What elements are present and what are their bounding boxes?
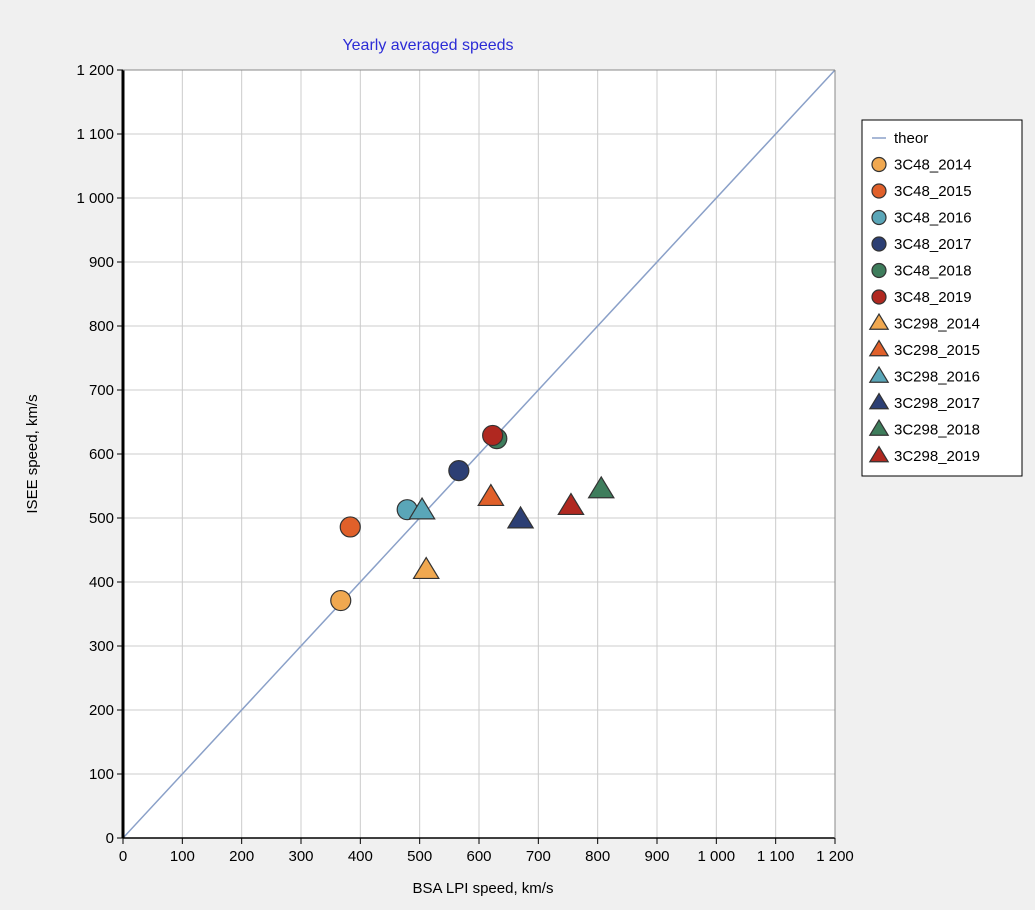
legend-swatch <box>871 209 887 226</box>
data-point-3c48_2015 <box>339 516 361 538</box>
x-tick-label: 1 200 <box>816 848 854 865</box>
scatter-chart: Yearly averaged speeds 0 100 200 300 400 500 6… <box>24 37 1023 897</box>
x-tick-label: 200 <box>229 848 254 865</box>
x-tick-label: 600 <box>466 848 491 865</box>
x-tick-label: 1 100 <box>757 848 795 865</box>
legend-label: 3C298_2019 <box>894 448 980 465</box>
y-tick-label: 100 <box>89 766 114 783</box>
data-point-3c48_2019 <box>482 424 504 447</box>
legend-label: 3C48_2016 <box>894 210 972 227</box>
legend-swatch <box>868 392 890 410</box>
legend-swatch <box>868 365 890 383</box>
theor-line <box>122 69 836 839</box>
x-axis-label: BSA LPI speed, km/s <box>413 880 554 897</box>
y-tick-label: 1 000 <box>76 190 114 207</box>
legend-swatch <box>871 236 887 252</box>
y-tick-label: 1 100 <box>76 126 114 143</box>
y-tick-label: 300 <box>89 638 114 655</box>
x-tick-labels: 0 100 200 300 400 500 600 700 800 900 1 000 1 100 1 … <box>119 838 854 865</box>
data-point-3c48_2014 <box>330 589 352 612</box>
legend-label: theor <box>894 130 928 147</box>
x-tick-label: 0 <box>119 848 127 865</box>
y-tick-label: 800 <box>89 318 114 335</box>
legend-label: 3C48_2018 <box>894 263 972 280</box>
legend-swatch <box>871 183 887 199</box>
legend-label: 3C48_2019 <box>894 289 972 306</box>
data-point-3c48_2017 <box>448 460 470 482</box>
chart-title: Yearly averaged speeds <box>342 37 513 54</box>
y-tick-label: 700 <box>89 382 114 399</box>
legend-swatch <box>871 289 887 305</box>
y-tick-label: 1 200 <box>76 62 114 79</box>
y-tick-label: 900 <box>89 254 114 271</box>
y-tick-label: 500 <box>89 510 114 527</box>
legend-swatch <box>871 156 887 173</box>
y-tick-label: 600 <box>89 446 114 463</box>
legend-label: 3C48_2015 <box>894 183 972 200</box>
legend-label: 3C48_2014 <box>894 157 972 174</box>
data-point-3c298_2018 <box>587 475 615 499</box>
theor-line-group <box>122 69 836 839</box>
legend-box <box>861 119 1023 477</box>
grid-lines <box>123 70 835 838</box>
chart-window: Yearly averaged speeds 0 100 200 300 400 500 6… <box>10 8 1025 903</box>
x-tick-label: 800 <box>585 848 610 865</box>
x-tick-label: 700 <box>526 848 551 865</box>
legend-swatch <box>871 262 887 279</box>
legend-label: 3C298_2018 <box>894 422 980 439</box>
x-tick-label: 100 <box>170 848 195 865</box>
y-tick-label: 400 <box>89 574 114 591</box>
y-tick-labels: 0 100 200 300 400 500 600 700 800 900 1 000 1 100 1 … <box>76 62 123 847</box>
legend-label: 3C298_2016 <box>894 369 980 386</box>
legend-label: 3C298_2017 <box>894 395 980 412</box>
x-tick-label: 500 <box>407 848 432 865</box>
legend-label: 3C48_2017 <box>894 236 972 253</box>
data-point-3c298_2017 <box>506 505 535 529</box>
x-tick-label: 900 <box>644 848 669 865</box>
x-tick-label: 300 <box>288 848 313 865</box>
data-point-3c298_2016 <box>408 496 436 520</box>
legend-swatch <box>868 339 890 357</box>
data-markers <box>330 424 615 612</box>
data-point-3c298_2015 <box>477 483 505 507</box>
legend: theor 3C48_2014 3C48_2015 3C48_2016 3C48_201… <box>861 119 1023 477</box>
data-point-3c298_2014 <box>412 556 440 580</box>
y-tick-label: 0 <box>106 830 114 847</box>
legend-label: 3C298_2014 <box>894 316 980 333</box>
legend-swatch <box>868 445 890 463</box>
legend-swatch <box>868 312 890 330</box>
y-axis-label: ISEE speed, km/s <box>24 394 41 513</box>
data-point-3c298_2019 <box>557 492 585 516</box>
x-tick-label: 1 000 <box>698 848 736 865</box>
y-tick-label: 200 <box>89 702 114 719</box>
x-tick-label: 400 <box>348 848 373 865</box>
legend-swatch <box>868 418 890 436</box>
legend-label: 3C298_2015 <box>894 342 980 359</box>
